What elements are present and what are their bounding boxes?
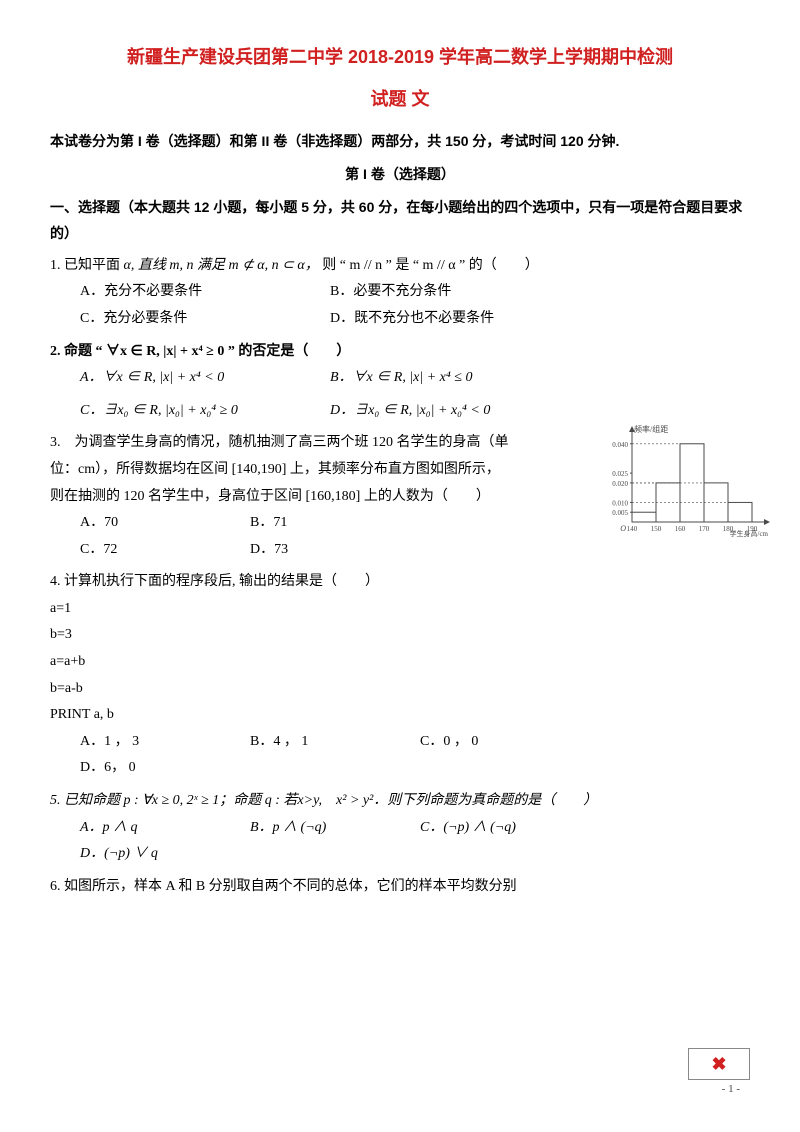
question-4: 4. 计算机执行下面的程序段后, 输出的结果是（ ） (50, 569, 750, 596)
q1-stem-math: α, 直线 m, n 满足 m ⊄ α, n ⊂ α， (124, 258, 319, 273)
code-line-4: PRINT a, b (50, 702, 750, 729)
q5-options: A．p ∧ q B．p ∧ (¬q) C．(¬p) ∧ (¬q) D．(¬p) … (50, 815, 750, 868)
q4-opt-b: B．4 ， 1 (250, 729, 420, 756)
q3-opt-b: B．71 (250, 510, 420, 537)
svg-text:140: 140 (627, 525, 638, 533)
q3-opt-c: C．72 (80, 537, 250, 564)
q1-opt-d: D．既不充分也不必要条件 (330, 306, 580, 333)
broken-image-icon: ✖ (688, 1048, 750, 1080)
q3-opt-d: D．73 (250, 537, 420, 564)
svg-text:学生身高/cm: 学生身高/cm (730, 529, 769, 538)
svg-text:170: 170 (699, 525, 710, 533)
svg-text:0.020: 0.020 (612, 480, 628, 488)
q1-options: A．充分不必要条件 B．必要不充分条件 C．充分必要条件 D．既不充分也不必要条… (50, 279, 750, 332)
code-line-3: b=a-b (50, 676, 750, 703)
q5-opt-a: A．p ∧ q (80, 815, 250, 842)
page-number: - 1 - (722, 1079, 740, 1100)
q1-opt-c: C．充分必要条件 (80, 306, 330, 333)
histogram-figure: 0.0050.0100.0200.0250.040140150160170180… (600, 420, 770, 556)
q1-opt-a: A．充分不必要条件 (80, 279, 330, 306)
q1-stem-pre: 1. 已知平面 (50, 258, 120, 273)
q2-opt-c: C．∃x₀ ∈ R, |x₀| + x₀⁴ ≥ 0 (80, 398, 330, 425)
section-label: 第 I 卷（选择题） (50, 161, 750, 188)
code-line-1: b=3 (50, 622, 750, 649)
svg-text:0.005: 0.005 (612, 510, 628, 518)
question-1: 1. 已知平面 α, 直线 m, n 满足 m ⊄ α, n ⊂ α， 则 “ … (50, 253, 750, 280)
q1-stem-post: 则 “ m // n ” 是 “ m // α ” 的（ ） (322, 258, 539, 273)
code-line-0: a=1 (50, 596, 750, 623)
code-line-2: a=a+b (50, 649, 750, 676)
svg-text:0.040: 0.040 (612, 441, 628, 449)
q2-opt-d: D．∃x₀ ∈ R, |x₀| + x₀⁴ < 0 (330, 398, 580, 425)
title-line-2: 试题 文 (50, 82, 750, 116)
q4-code: a=1 b=3 a=a+b b=a-b PRINT a, b (50, 596, 750, 729)
q5-stem: 5. 已知命题 p : ∀x ≥ 0, 2ˣ ≥ 1；命题 q : 若x>y, … (50, 793, 597, 808)
q2-opt-a: A．∀x ∈ R, |x| + x⁴ < 0 (80, 365, 330, 392)
question-2: 2. 命题 “ ∀x ∈ R, |x| + x⁴ ≥ 0 ” 的否定是（ ） (50, 339, 750, 366)
q3-opt-a: A．70 (80, 510, 250, 537)
svg-text:频率/组距: 频率/组距 (634, 424, 668, 434)
q4-options: A．1 ， 3 B．4 ， 1 C．0 ， 0 D．6， 0 (50, 729, 750, 782)
q2-options: A．∀x ∈ R, |x| + x⁴ < 0 B．∀x ∈ R, |x| + x… (50, 365, 750, 424)
q5-opt-d: D．(¬p) ∨ q (80, 841, 250, 868)
q2-opt-b: B．∀x ∈ R, |x| + x⁴ ≤ 0 (330, 365, 580, 392)
exam-intro: 本试卷分为第 I 卷（选择题）和第 II 卷（非选择题）两部分，共 150 分，… (50, 128, 750, 155)
svg-text:0.010: 0.010 (612, 500, 628, 508)
q4-opt-a: A．1 ， 3 (80, 729, 250, 756)
part1-heading: 一、选择题（本大题共 12 小题，每小题 5 分，共 60 分，在每小题给出的四… (50, 194, 750, 247)
q1-opt-b: B．必要不充分条件 (330, 279, 580, 306)
svg-text:0.025: 0.025 (612, 470, 628, 478)
question-5: 5. 已知命题 p : ∀x ≥ 0, 2ˣ ≥ 1；命题 q : 若x>y, … (50, 788, 750, 815)
q5-opt-b: B．p ∧ (¬q) (250, 815, 420, 842)
svg-text:O: O (620, 524, 626, 533)
q2-stem: 2. 命题 “ ∀x ∈ R, |x| + x⁴ ≥ 0 ” 的否定是（ ） (50, 344, 350, 359)
title-line-1: 新疆生产建设兵团第二中学 2018-2019 学年高二数学上学期期中检测 (50, 40, 750, 74)
q5-opt-c: C．(¬p) ∧ (¬q) (420, 815, 590, 842)
question-6: 6. 如图所示，样本 A 和 B 分别取自两个不同的总体，它们的样本平均数分别 (50, 874, 750, 901)
q4-opt-c: C．0 ， 0 (420, 729, 590, 756)
q4-opt-d: D．6， 0 (80, 755, 250, 782)
svg-text:150: 150 (651, 525, 662, 533)
svg-text:160: 160 (675, 525, 686, 533)
